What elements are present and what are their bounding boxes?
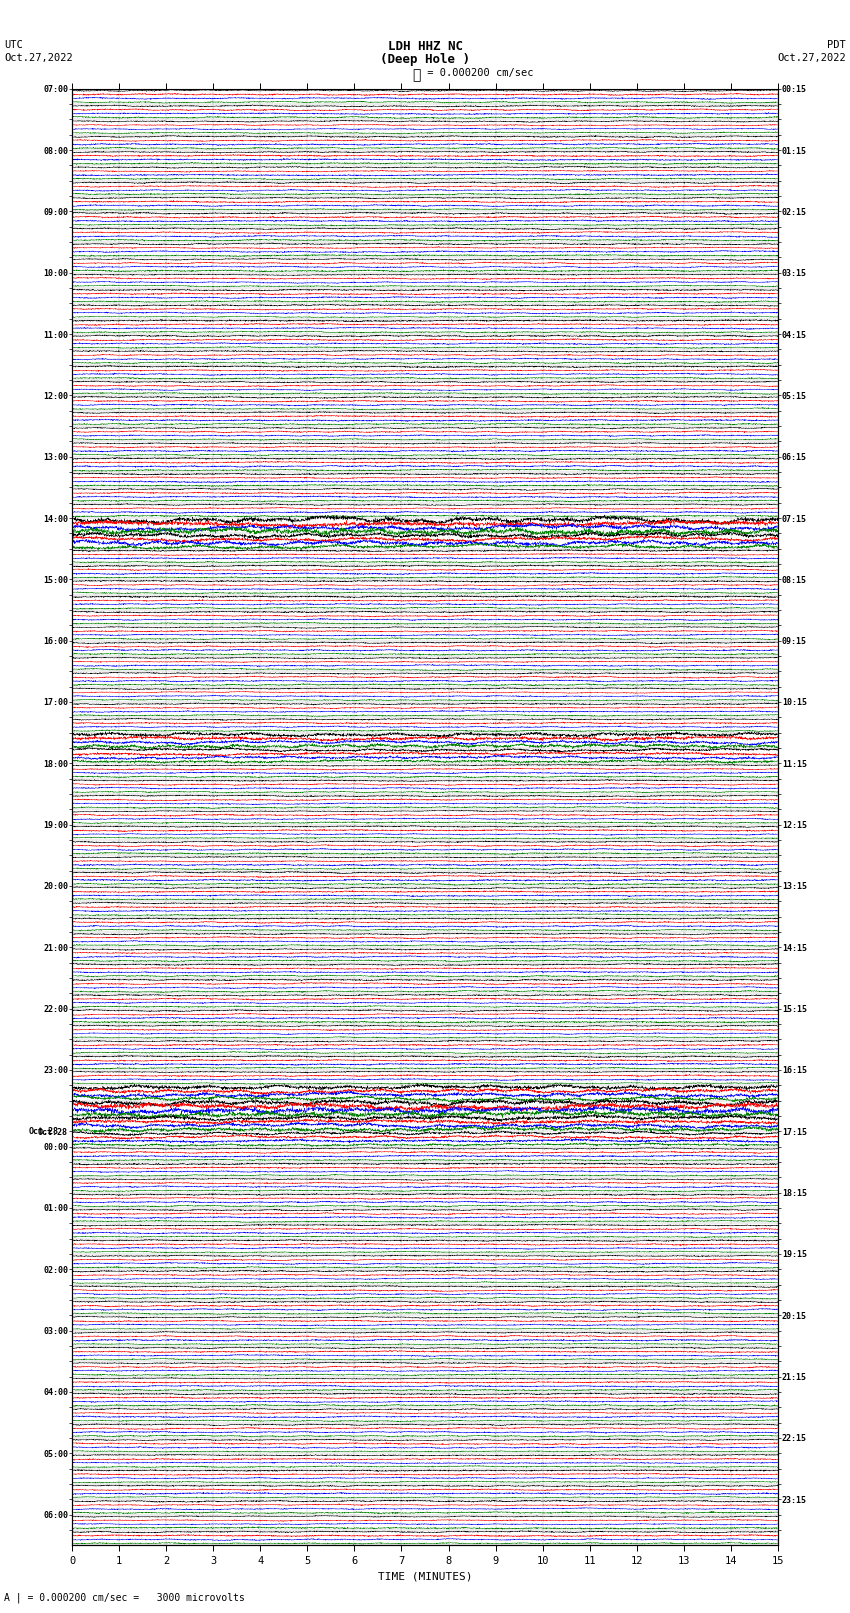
Text: LDH HHZ NC: LDH HHZ NC: [388, 40, 462, 53]
Text: PDT: PDT: [827, 40, 846, 50]
Text: Oct.27,2022: Oct.27,2022: [777, 53, 846, 63]
X-axis label: TIME (MINUTES): TIME (MINUTES): [377, 1571, 473, 1581]
Text: Oct.27,2022: Oct.27,2022: [4, 53, 73, 63]
Text: Oct.28: Oct.28: [28, 1127, 58, 1136]
Text: (Deep Hole ): (Deep Hole ): [380, 53, 470, 66]
Text: UTC: UTC: [4, 40, 23, 50]
Text: ⏐: ⏐: [412, 68, 421, 82]
Text: A | = 0.000200 cm/sec =   3000 microvolts: A | = 0.000200 cm/sec = 3000 microvolts: [4, 1592, 245, 1603]
Text: = 0.000200 cm/sec: = 0.000200 cm/sec: [421, 68, 533, 77]
